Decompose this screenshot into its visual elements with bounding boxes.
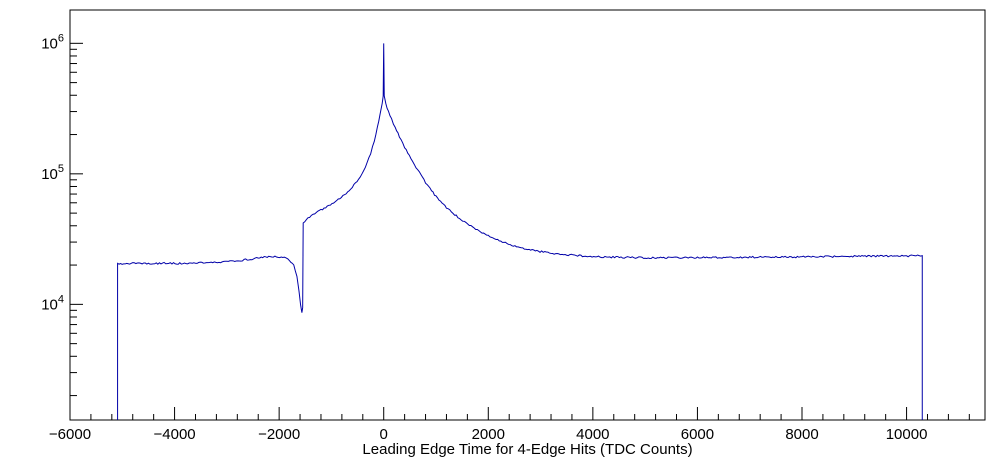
x-tick-label: −6000 <box>49 426 91 443</box>
x-tick-label: 2000 <box>472 426 505 443</box>
histogram-line <box>117 43 923 420</box>
x-tick-label: 0 <box>380 426 388 443</box>
x-tick-label: −4000 <box>154 426 196 443</box>
plot-frame <box>69 9 986 421</box>
x-tick-label: −2000 <box>258 426 300 443</box>
y-tick-label: 106 <box>41 32 64 52</box>
y-tick-label: 104 <box>41 293 64 313</box>
x-tick-label: 4000 <box>576 426 609 443</box>
x-tick-label: 6000 <box>681 426 714 443</box>
x-axis-title: Leading Edge Time for 4-Edge Hits (TDC C… <box>362 441 693 458</box>
x-tick-label: 8000 <box>785 426 818 443</box>
x-tick-label: 10000 <box>886 426 928 443</box>
y-tick-label: 105 <box>41 163 64 183</box>
